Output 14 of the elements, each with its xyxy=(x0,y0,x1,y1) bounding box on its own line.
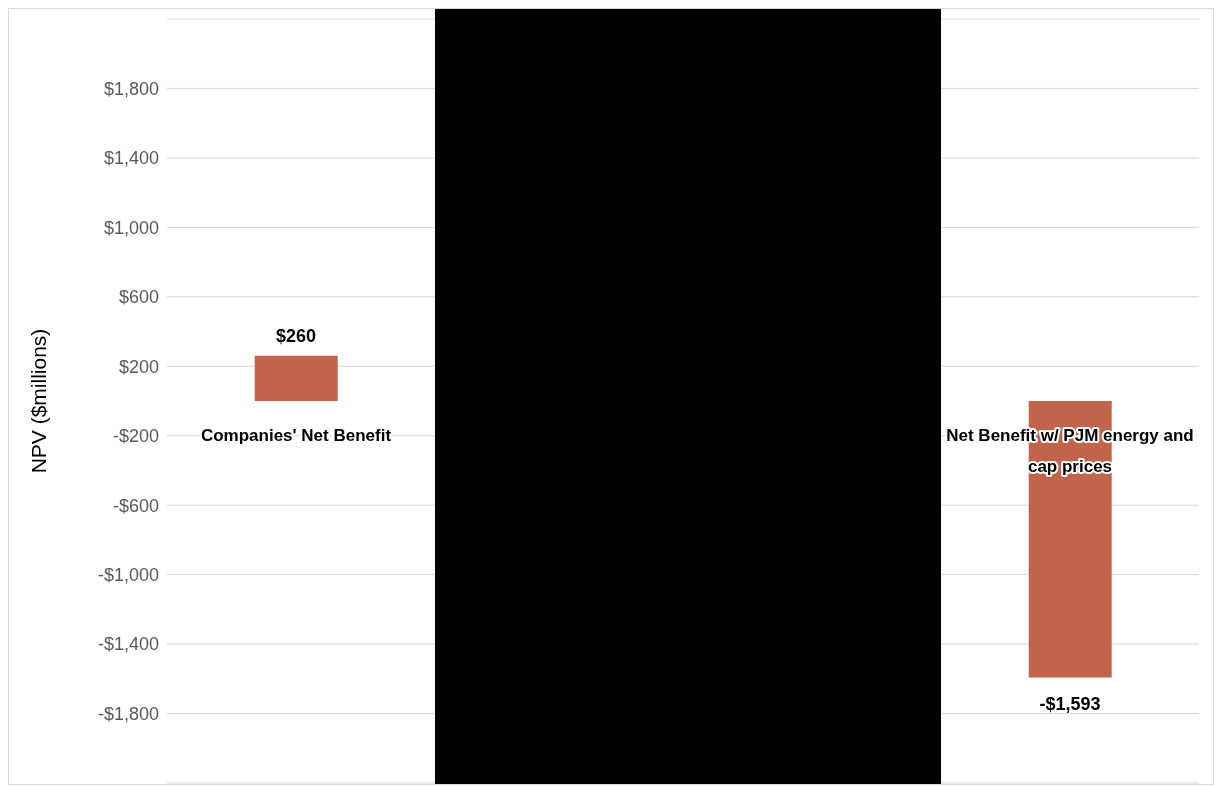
y-tick-label: $1,000 xyxy=(103,217,159,238)
y-tick-label: $200 xyxy=(118,356,159,377)
data-label: -$1,593 xyxy=(1039,693,1101,714)
y-tick-label: -$200 xyxy=(112,426,159,447)
y-tick-label: $1,400 xyxy=(103,148,159,169)
data-label: $260 xyxy=(275,325,317,346)
y-tick-label: -$1,800 xyxy=(97,703,159,724)
y-axis-title: NPV ($millions) xyxy=(27,328,51,474)
y-tick-label: -$1,400 xyxy=(97,634,159,655)
x-tick-label: Companies' Net Benefit xyxy=(200,426,392,445)
y-tick-label: $1,800 xyxy=(103,78,159,99)
y-tick-label: $600 xyxy=(118,287,159,308)
y-tick-label: -$1,000 xyxy=(97,565,159,586)
y-tick-label: -$600 xyxy=(112,495,159,516)
